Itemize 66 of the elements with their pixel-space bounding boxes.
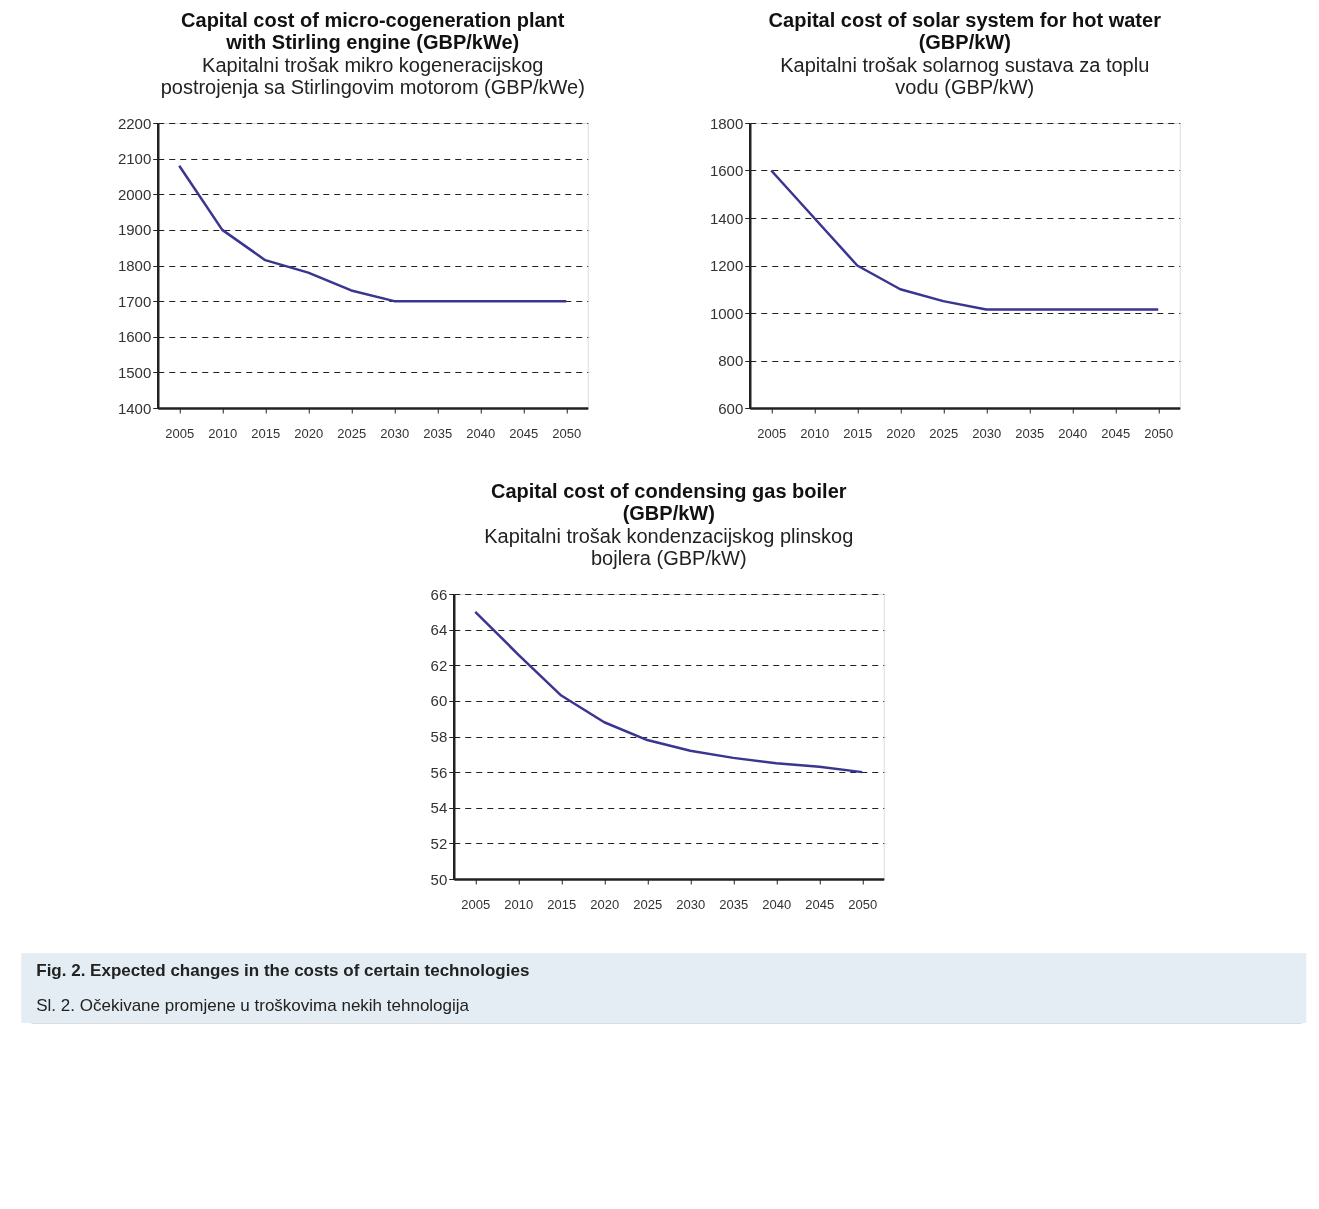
x-tick-label: 2025 — [337, 425, 367, 441]
y-tick-label: 1800 — [117, 257, 152, 274]
x-tick-label: 2010 — [208, 425, 238, 441]
y-tick-label: 600 — [718, 399, 744, 417]
y-tick-label: 56 — [430, 763, 448, 781]
y-tick-label: 1400 — [709, 209, 744, 227]
x-tick-label: 2040 — [466, 425, 496, 441]
y-tick-label: 64 — [430, 621, 448, 639]
line-series — [474, 610, 864, 774]
y-tick-label: 66 — [430, 585, 448, 603]
chart-title: Capital cost of solar system for hot water (GBP/kW) — [768, 9, 1162, 53]
text: Sl. 2. Očekivane promjene u troškovima nekih tehnologija — [36, 995, 470, 1015]
y-tick-label: 52 — [430, 834, 448, 852]
chart-title: Capital cost of micro-cogeneration plant with Stirling engine (GBP/kWe) — [181, 9, 565, 53]
x-tick-label: 2005 — [461, 896, 491, 912]
y-tick-label: 1800 — [709, 114, 744, 132]
y-tick-label: 1900 — [117, 221, 152, 239]
x-tick-label: 2020 — [886, 425, 916, 441]
chart-subtitle: Kapitalni trošak kondenzacijskog plinskog bojlera (GBP/kW) — [484, 525, 854, 569]
line-series — [770, 169, 1160, 311]
x-tick-label: 2040 — [1058, 425, 1088, 441]
y-tick-label: 62 — [430, 656, 448, 674]
x-tick-label: 2015 — [547, 896, 577, 912]
x-tick-label: 2005 — [165, 425, 195, 441]
chart-subtitle: Kapitalni trošak solarnog sustava za toplu vodu (GBP/kW) — [780, 54, 1150, 98]
y-tick-label: 1700 — [117, 292, 152, 310]
x-tick-label: 2015 — [251, 425, 281, 441]
caption: Fig. 2. Expected changes in the costs of certain technologies — [36, 960, 530, 980]
y-tick-label: 2200 — [117, 114, 152, 132]
x-tick-label: 2035 — [1015, 425, 1045, 441]
chart-title: Capital cost of condensing gas boiler (GBP/kW) — [490, 480, 847, 524]
x-tick-label: 2020 — [294, 425, 324, 441]
line-series — [178, 164, 568, 303]
y-tick-label: 1600 — [709, 162, 744, 179]
x-tick-label: 2035 — [423, 425, 453, 441]
x-tick-label: 2005 — [757, 425, 787, 441]
x-tick-label: 2040 — [762, 896, 792, 912]
y-tick-label: 50 — [430, 870, 448, 888]
x-tick-label: 2045 — [1101, 425, 1131, 441]
x-tick-label: 2030 — [380, 425, 410, 441]
x-tick-label: 2025 — [929, 425, 959, 441]
y-tick-label: 60 — [430, 692, 448, 710]
x-tick-label: 2050 — [1144, 425, 1174, 441]
y-tick-label: 2100 — [117, 150, 152, 168]
x-tick-label: 2050 — [552, 425, 582, 441]
x-tick-label: 2035 — [719, 896, 749, 912]
x-tick-label: 2050 — [848, 896, 878, 912]
x-tick-label: 2045 — [805, 896, 835, 912]
x-tick-label: 2030 — [972, 425, 1002, 441]
y-tick-label: 58 — [430, 728, 448, 745]
y-tick-label: 1500 — [117, 363, 152, 381]
x-tick-label: 2025 — [633, 896, 663, 912]
y-tick-label: 2000 — [117, 185, 152, 203]
x-tick-label: 2030 — [676, 896, 706, 912]
y-tick-label: 1600 — [117, 328, 152, 346]
y-tick-label: 1000 — [709, 304, 744, 322]
y-tick-label: 1200 — [709, 257, 744, 274]
y-tick-label: 800 — [718, 352, 744, 369]
y-tick-label: 1400 — [117, 399, 152, 417]
x-tick-label: 2015 — [843, 425, 873, 441]
x-tick-label: 2020 — [590, 896, 620, 912]
chart-subtitle: Kapitalni trošak mikro kogeneracijskog postrojenja sa Stirlingovim motorom (GBP/kWe) — [160, 54, 585, 98]
x-tick-label: 2045 — [509, 425, 539, 441]
x-tick-label: 2010 — [504, 896, 534, 912]
y-tick-label: 54 — [430, 799, 448, 817]
x-tick-label: 2010 — [800, 425, 830, 441]
